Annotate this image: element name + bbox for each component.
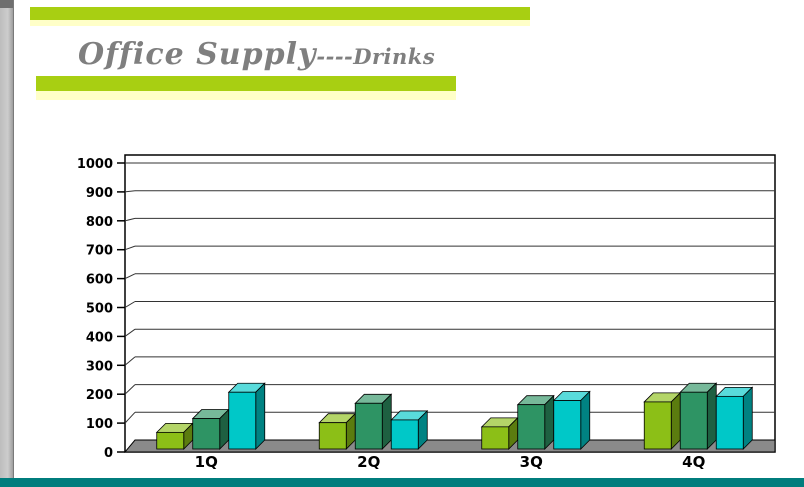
bar-teal-green-4Q bbox=[679, 391, 708, 450]
top-accent-pale-bar bbox=[30, 20, 530, 26]
mid-accent-bar bbox=[36, 76, 456, 91]
bar-side-cyan bbox=[742, 386, 753, 450]
y-axis-label: 800 bbox=[86, 215, 113, 230]
gridline-left-wall bbox=[124, 328, 136, 337]
bar-cyan-2Q bbox=[390, 419, 419, 450]
x-axis-label: 3Q bbox=[520, 453, 543, 471]
bar-yellow-green-1Q bbox=[156, 431, 185, 450]
y-axis-label: 400 bbox=[86, 330, 113, 345]
y-axis-label: 700 bbox=[86, 244, 113, 259]
bar-teal-green-3Q bbox=[517, 404, 546, 450]
gridline-left-wall bbox=[124, 273, 136, 280]
slide-title-main: Office Supply bbox=[78, 37, 317, 72]
bar-cyan-1Q bbox=[228, 391, 257, 450]
slide-title: Office Supply----Drinks bbox=[78, 34, 435, 72]
top-accent-bar bbox=[30, 7, 530, 20]
gridline-left-wall bbox=[124, 356, 136, 366]
x-axis-label: 4Q bbox=[682, 453, 705, 471]
bar-cyan-3Q bbox=[553, 400, 582, 450]
y-axis-label: 0 bbox=[104, 446, 113, 461]
gridline-left-wall bbox=[124, 384, 136, 395]
bar-side-cyan bbox=[580, 390, 591, 450]
y-axis-label: 500 bbox=[86, 302, 113, 317]
bar-yellow-green-3Q bbox=[481, 426, 510, 450]
bar-side-cyan bbox=[255, 382, 266, 450]
x-axis-label: 2Q bbox=[357, 453, 380, 471]
gridline-left-wall bbox=[124, 411, 136, 424]
bar-side-teal-green bbox=[706, 382, 717, 450]
gridline-left-wall bbox=[124, 190, 136, 193]
gridline-left-wall bbox=[124, 217, 136, 222]
slide-title-suffix: ----Drinks bbox=[316, 44, 436, 69]
footer-teal-bar bbox=[0, 478, 804, 487]
bar-side-yellow-green bbox=[670, 391, 681, 450]
y-axis-label: 1000 bbox=[77, 157, 113, 172]
mid-accent-pale-bar bbox=[36, 91, 456, 100]
y-axis-label: 200 bbox=[86, 388, 113, 403]
gridline-left-wall bbox=[124, 245, 136, 251]
x-axis-label: 1Q bbox=[195, 453, 218, 471]
bar-teal-green-2Q bbox=[354, 402, 383, 450]
bar-side-teal-green bbox=[544, 394, 555, 450]
bar-teal-green-1Q bbox=[192, 418, 221, 450]
y-axis-label: 600 bbox=[86, 273, 113, 288]
y-axis-label: 100 bbox=[86, 417, 113, 432]
y-axis-label: 900 bbox=[86, 186, 113, 201]
scrollbar-track[interactable] bbox=[0, 0, 14, 487]
bar-cyan-4Q bbox=[715, 395, 744, 450]
bar-yellow-green-4Q bbox=[643, 401, 672, 450]
chart-floor bbox=[123, 439, 776, 453]
y-axis-label: 300 bbox=[86, 359, 113, 374]
gridline-left-wall bbox=[124, 301, 136, 308]
scrollbar-cap bbox=[0, 0, 13, 8]
bar-yellow-green-2Q bbox=[318, 422, 347, 450]
bar-side-teal-green bbox=[381, 393, 392, 450]
